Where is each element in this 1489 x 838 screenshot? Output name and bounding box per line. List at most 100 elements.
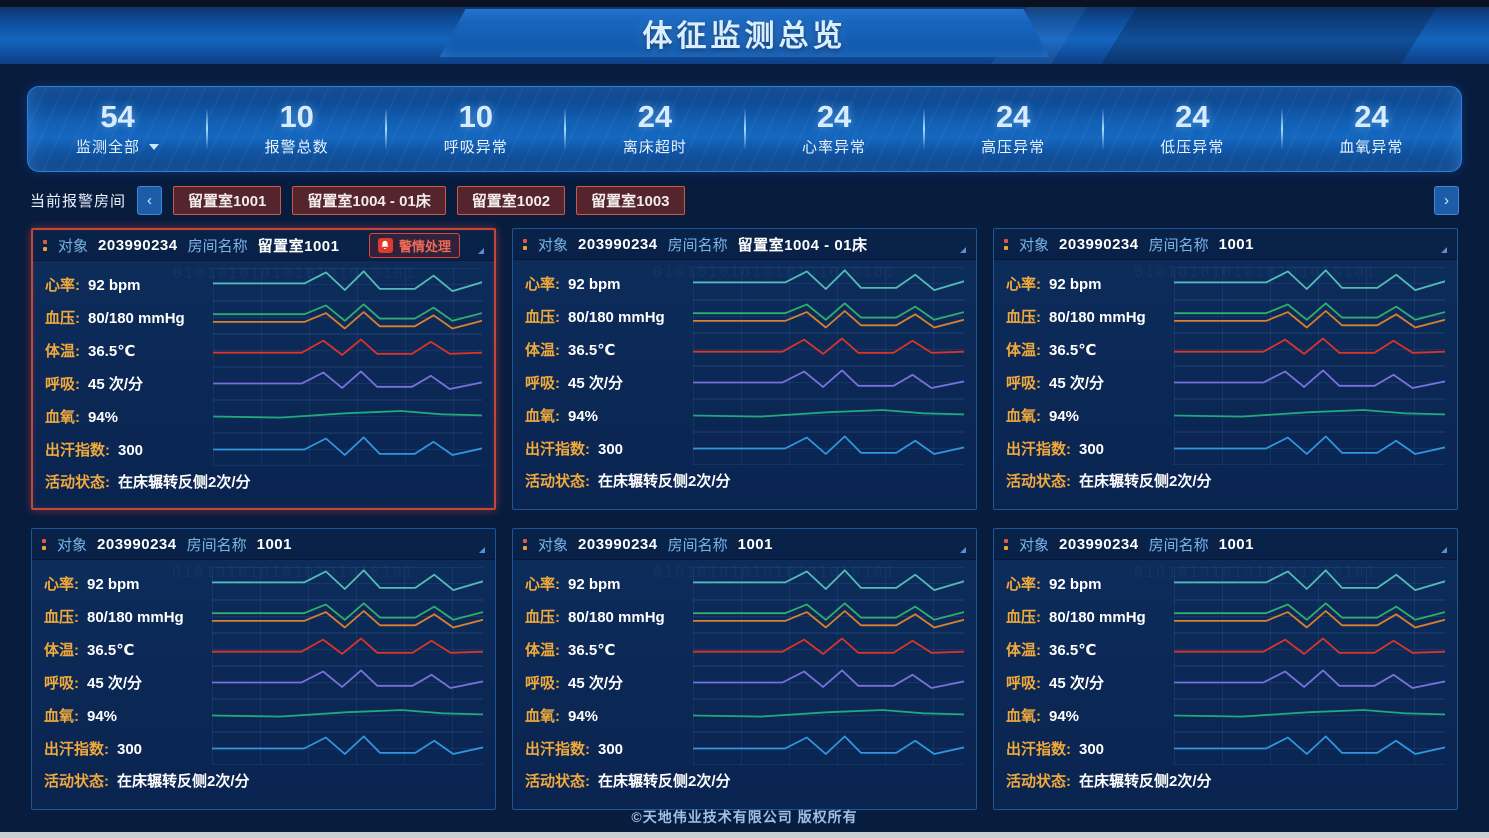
- alarm-rooms-bar: 当前报警房间 ‹ 留置室1001 留置室1004 - 01床 留置室1002 留置室1…: [30, 185, 1459, 215]
- metric-row: 体温: 36.5℃: [1006, 633, 1445, 666]
- stat-item-0[interactable]: 54 监测全部: [28, 100, 207, 158]
- subject-label: 对象: [1019, 536, 1050, 554]
- copyright-footer: ©天地伟业技术有限公司 版权所有: [631, 809, 858, 825]
- metric-text: 呼吸: 45 次/分: [1006, 672, 1174, 693]
- metric-label: 血压:: [525, 309, 560, 326]
- stat-label-text: 血氧异常: [1339, 139, 1404, 157]
- stat-item-5[interactable]: 24 高压异常: [922, 100, 1103, 158]
- metric-sparkline: [693, 399, 964, 432]
- card-marker-icon: [43, 239, 47, 251]
- prev-rooms-button[interactable]: ‹: [137, 185, 163, 215]
- stat-label: 血氧异常: [1282, 136, 1461, 157]
- metric-text: 出汗指数: 300: [525, 438, 693, 459]
- chevron-left-icon: ‹: [147, 191, 153, 209]
- metric-text: 体温: 36.5℃: [525, 639, 693, 660]
- metric-sparkline: [693, 699, 964, 732]
- subject-id: 203990234: [1059, 535, 1139, 553]
- stat-label-text: 呼吸异常: [443, 139, 508, 157]
- card-body: 心率: 92 bpm 血压: 80/180 mmHg 体温: 36.5℃ 呼吸: 45 次/分…: [513, 260, 976, 495]
- metric-row: 呼吸: 45 次/分: [1006, 366, 1445, 399]
- next-rooms-button[interactable]: ›: [1434, 185, 1459, 215]
- metric-text: 血氧: 94%: [525, 705, 693, 726]
- card-body: 心率: 92 bpm 血压: 80/180 mmHg 体温: 36.5℃ 呼吸: 45 次/分…: [33, 261, 494, 496]
- alarm-handle-button[interactable]: 警情处理: [368, 232, 460, 258]
- chevron-right-icon: ›: [1444, 191, 1449, 209]
- metric-sparkline: [1174, 567, 1445, 600]
- activity-text: 活动状态: 在床辗转反侧2次/分: [1006, 770, 1445, 791]
- metric-label: 心率:: [525, 276, 560, 293]
- metric-text: 出汗指数: 300: [1006, 738, 1174, 759]
- stat-label-text: 心率异常: [802, 139, 867, 157]
- patient-card[interactable]: 0101010101010101010101对象203990234房间名称留置室…: [512, 228, 977, 510]
- chevron-down-icon: [149, 144, 160, 151]
- metric-text: 呼吸: 45 次/分: [525, 672, 693, 693]
- stat-item-3[interactable]: 24 离床超时: [564, 100, 744, 158]
- stat-item-6[interactable]: 24 低压异常: [1101, 98, 1282, 158]
- alarm-room-tag[interactable]: 留置室1003: [576, 185, 685, 215]
- room-name-label: 房间名称: [667, 536, 728, 554]
- metric-text: 血压: 80/180 mmHg: [1006, 306, 1174, 327]
- patient-card[interactable]: 0101010101010101010101对象203990234房间名称留置室…: [31, 228, 496, 510]
- card-header: 对象 203990234 房间名称 1001: [32, 529, 495, 560]
- metric-row: 出汗指数: 300: [45, 433, 482, 466]
- metric-row: 呼吸: 45 次/分: [44, 666, 483, 699]
- stat-item-7[interactable]: 24 血氧异常: [1280, 100, 1461, 158]
- metric-text: 心率: 92 bpm: [44, 573, 212, 594]
- metric-row: 血压: 80/180 mmHg: [525, 300, 964, 333]
- patient-card[interactable]: 0101010101010101010101对象203990234房间名称100…: [31, 528, 496, 810]
- metric-row: 出汗指数: 300: [44, 732, 483, 765]
- metric-sparkline: [213, 334, 482, 367]
- subject-id: 203990234: [578, 235, 658, 253]
- subject-id: 203990234: [97, 535, 177, 553]
- metric-row: 心率: 92 bpm: [1006, 567, 1445, 600]
- metric-label: 出汗指数:: [525, 741, 590, 758]
- metric-label: 体温:: [525, 642, 560, 659]
- alarm-room-tag[interactable]: 留置室1001: [173, 185, 282, 215]
- card-body: 心率: 92 bpm 血压: 80/180 mmHg 体温: 36.5℃ 呼吸: 45 次/分…: [994, 560, 1457, 795]
- metric-sparkline: [693, 567, 964, 600]
- patient-card[interactable]: 0101010101010101010101对象203990234房间名称100…: [993, 228, 1458, 510]
- metric-sparkline: [1174, 432, 1445, 465]
- subject-id: 203990234: [1059, 235, 1139, 253]
- metric-sparkline: [212, 699, 483, 732]
- metric-sparkline: [212, 567, 483, 600]
- activity-row: 活动状态: 在床辗转反侧2次/分: [525, 465, 964, 495]
- card-header: 对象 203990234 房间名称 留置室1001 警情处理: [33, 230, 494, 261]
- stat-item-1[interactable]: 10 报警总数: [206, 100, 386, 158]
- corner-mark-icon: [1441, 547, 1447, 553]
- metric-row: 血压: 80/180 mmHg: [1006, 600, 1445, 633]
- metric-sparkline: [1174, 333, 1445, 366]
- metric-value: 300: [598, 441, 624, 458]
- patient-card[interactable]: 0101010101010101010101对象203990234房间名称100…: [993, 528, 1458, 810]
- metric-sparkline: [1174, 666, 1445, 699]
- metric-value: 300: [1079, 741, 1105, 758]
- metric-value: 94%: [568, 708, 599, 725]
- room-name: 留置室1001: [257, 237, 340, 255]
- corner-mark-icon: [960, 547, 966, 553]
- metric-row: 体温: 36.5℃: [1006, 333, 1445, 366]
- metric-row: 血氧: 94%: [44, 699, 483, 732]
- stat-item-2[interactable]: 10 呼吸异常: [385, 100, 565, 158]
- alarm-room-tag[interactable]: 留置室1004 - 01床: [292, 185, 446, 215]
- stat-value: 24: [1175, 98, 1210, 134]
- metric-label: 血氧:: [45, 409, 80, 426]
- metric-value: 92 bpm: [568, 576, 621, 593]
- metric-label: 体温:: [44, 642, 79, 659]
- metric-sparkline: [693, 600, 964, 633]
- metric-row: 血氧: 94%: [1006, 699, 1445, 732]
- card-body: 心率: 92 bpm 血压: 80/180 mmHg 体温: 36.5℃ 呼吸: 45 次/分…: [32, 560, 495, 795]
- card-body: 心率: 92 bpm 血压: 80/180 mmHg 体温: 36.5℃ 呼吸: 45 次/分…: [994, 260, 1457, 495]
- metric-text: 心率: 92 bpm: [1006, 573, 1174, 594]
- metric-text: 呼吸: 45 次/分: [45, 373, 213, 394]
- metric-row: 体温: 36.5℃: [44, 633, 483, 666]
- metric-sparkline: [1174, 300, 1445, 333]
- metric-label: 血氧:: [1006, 708, 1041, 725]
- patient-card[interactable]: 0101010101010101010101对象203990234房间名称100…: [512, 528, 977, 810]
- stat-label: 离床超时: [565, 136, 744, 157]
- alarm-room-tag[interactable]: 留置室1002: [456, 185, 566, 215]
- metric-text: 体温: 36.5℃: [525, 339, 693, 360]
- activity-label: 活动状态:: [1006, 772, 1071, 790]
- stat-item-4[interactable]: 24 心率异常: [743, 100, 924, 158]
- card-header: 对象 203990234 房间名称 1001: [513, 529, 976, 560]
- activity-label: 活动状态:: [525, 772, 590, 790]
